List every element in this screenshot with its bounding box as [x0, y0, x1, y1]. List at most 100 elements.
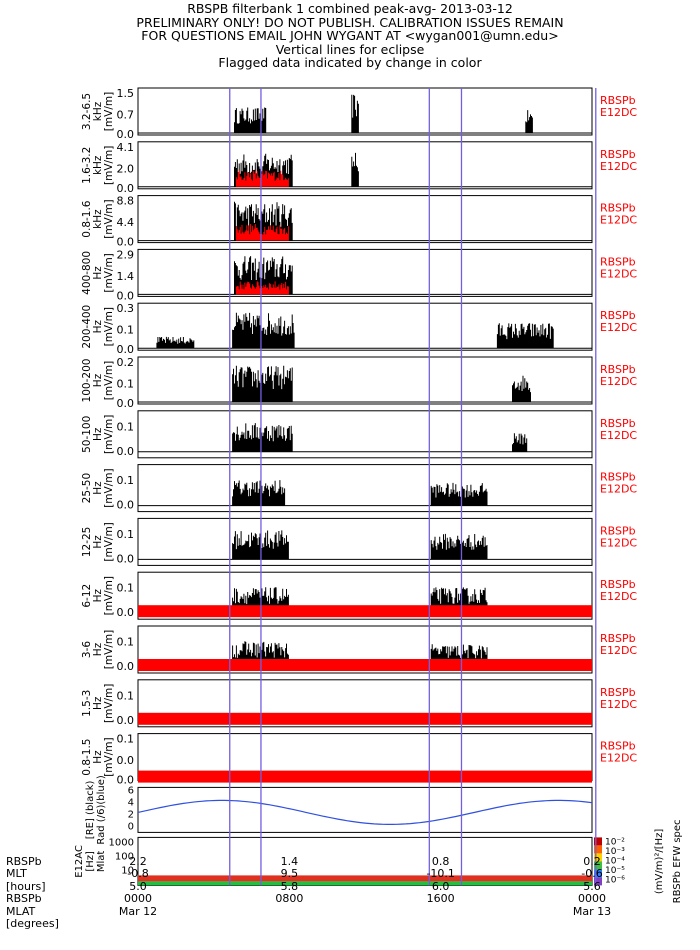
panel-13: 0.1 0.0 0.00.8-1.5Hz[mV/m] [81, 733, 593, 787]
spec-low-band [138, 875, 592, 882]
series-label-e12dc: E12DC [600, 106, 637, 119]
title-line-5: Flagged data indicated by change in colo… [218, 55, 482, 70]
panel-3: 8.8 4.4 0.00.8-1.6kHz[mV/m] [81, 195, 593, 249]
data-burst [351, 94, 359, 133]
spec-tick-label: 100 [115, 851, 134, 862]
y-axis-label: 0.8-1.6kHz[mV/m] [81, 199, 115, 238]
panel-frame [137, 141, 593, 190]
time-tick-value: -0.6 [581, 867, 603, 881]
y-axis-label: 1.6-3.2kHz[mV/m] [81, 146, 115, 185]
orbit-tick-label: 2 [128, 809, 134, 820]
y-axis-label: 3.2-6.5kHz[mV/m] [81, 92, 115, 131]
row-label-hours: [hours] [6, 879, 46, 893]
spec-side-label: RBSPb EFW spec [672, 819, 683, 903]
data-burst [235, 281, 289, 295]
flag-band [138, 659, 592, 671]
colorbar-tick-label: 10⁻⁶ [605, 875, 625, 885]
series-label-e12dc: E12DC [600, 429, 637, 442]
data-burst [430, 482, 488, 506]
time-tick-value: 0000 [124, 892, 152, 906]
panel-frame [137, 302, 593, 351]
panel-frame [137, 517, 593, 566]
orbit-tick-label: 4 [128, 797, 134, 808]
panel-frame [137, 195, 593, 244]
colorbar-swatch [594, 877, 602, 886]
y-tick-label: 1.4 [117, 270, 135, 283]
y-axis-label: 3-6Hz[mV/m] [81, 630, 115, 669]
row-label-mlat: MLAT [6, 904, 36, 918]
y-tick-label: 0.0 [117, 397, 135, 410]
panel-9: 0.1 0.012-25Hz[mV/m] [81, 517, 593, 566]
panel-frame [137, 248, 593, 297]
y-tick-label: 0.1 [117, 582, 135, 595]
y-tick-label: 0.0 [117, 552, 135, 565]
y-tick-label: 0.0 [117, 606, 135, 619]
y-axis-label: 12-25Hz[mV/m] [81, 522, 115, 561]
time-tick-column: 0.8 -10.1 6.0 1600 [411, 855, 471, 918]
orbit-curve [137, 799, 593, 825]
title-line-4: Vertical lines for eclipse [275, 41, 425, 57]
time-tick-value: 5.0 [129, 879, 147, 893]
y-tick-label: 2.9 [117, 248, 135, 261]
y-tick-label: 0.1 [117, 378, 135, 391]
flag-band [138, 770, 592, 783]
colorbar-tick-label: 10⁻⁵ [605, 866, 625, 876]
data-burst [351, 152, 359, 187]
data-burst [232, 480, 286, 506]
series-label-rbspb: RBSPb [600, 363, 636, 376]
row-label-mlt: MLT [6, 867, 27, 881]
spec-tick-label: 1000 [109, 837, 134, 848]
y-tick-label: 0.1 [117, 635, 135, 648]
panel-12: 0.1 0.01.5-3Hz[mV/m] [81, 679, 593, 728]
series-label-rbspb: RBSPb [600, 255, 636, 268]
spec-tick-label: 10 [121, 865, 134, 876]
y-axis-label: 400-800Hz[mV/m] [81, 251, 115, 295]
series-label-e12dc: E12DC [600, 752, 637, 765]
panel-8: 0.1 0.025-50Hz[mV/m] [81, 464, 593, 513]
series-label-e12dc: E12DC [600, 698, 637, 711]
series-label-e12dc: E12DC [600, 160, 637, 173]
y-tick-label: 0.3 [117, 302, 135, 315]
y-tick-label: 0.0 [117, 445, 135, 458]
y-tick-label: 0.0 [117, 754, 135, 767]
time-tick-value: Mar 13 [572, 904, 612, 918]
panel-frame [137, 410, 593, 459]
time-tick-value: 1.4 [280, 855, 299, 868]
y-tick-label: 4.4 [117, 216, 135, 229]
bottom-row-labels: RBSPb MLT [hours] RBSPb MLAT [degrees] [6, 855, 59, 931]
panel-frame [137, 464, 593, 513]
chart-titles: RBSPB filterbank 1 combined peak-avg- 20… [0, 2, 700, 70]
y-tick-label: 2.0 [117, 162, 135, 175]
y-tick-label: 0.1 [117, 689, 135, 702]
series-label-rbspb: RBSPb [600, 309, 636, 322]
series-label-rbspb: RBSPb [600, 686, 636, 699]
time-tick-value: 1600 [426, 892, 455, 906]
series-label-rbspb: RBSPb [600, 632, 636, 645]
y-axis-label: 6-12Hz[mV/m] [81, 576, 115, 615]
colorbar-tick-label: 10⁻² [605, 837, 625, 847]
time-tick-value: 9.5 [280, 867, 299, 881]
row-label-degrees: [degrees] [6, 917, 59, 931]
time-tick-value: 0.2 [583, 855, 601, 868]
y-tick-label: 4.1 [117, 141, 135, 154]
data-burst [496, 323, 554, 349]
y-tick-label: 0.0 [117, 499, 135, 512]
panel-frame [137, 87, 593, 136]
y-tick-label: 0.1 [117, 420, 135, 433]
series-label-rbspb: RBSPb [600, 524, 636, 537]
series-label-e12dc: E12DC [600, 644, 637, 657]
colorbar-swatch [594, 853, 602, 862]
flag-band [138, 605, 592, 618]
colorbar-label: (mV/m)²/[Hz] [654, 829, 665, 895]
series-label-e12dc: E12DC [600, 536, 637, 549]
panel-2: 4.1 2.0 0.01.6-3.2kHz[mV/m] [81, 141, 593, 195]
series-label-e12dc: E12DC [600, 375, 637, 388]
orbit-tick-label: 0 [128, 821, 134, 832]
time-tick-value [259, 906, 319, 918]
orbit-tick-label: 6 [128, 785, 134, 796]
orbit-frame [137, 786, 593, 833]
data-burst [512, 375, 531, 402]
